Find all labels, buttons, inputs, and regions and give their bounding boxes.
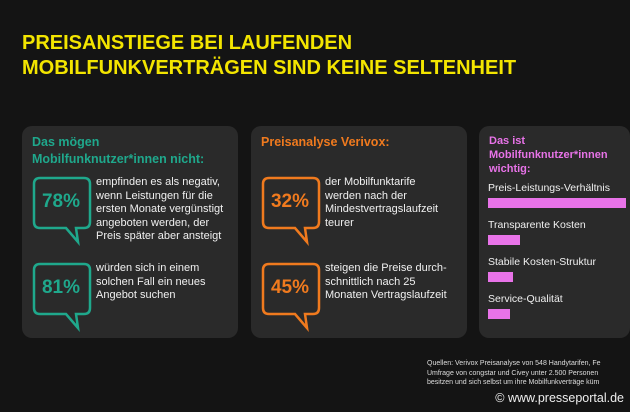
stat-text: steigen die Preise durch- schnittlich na…	[325, 262, 447, 301]
speech-bubble-icon	[32, 176, 92, 246]
stat-45: 45% steigen die Preise durch- schnittlic…	[261, 262, 461, 342]
bar-label: Stabile Kosten-Struktur	[488, 256, 596, 268]
stat-text: empfinden es als negativ, wenn Leistunge…	[96, 176, 224, 242]
panel-verivox: Preisanalyse Verivox: 32% der Mobilfunkt…	[251, 126, 467, 338]
speech-bubble-icon	[32, 262, 92, 332]
panel-heading: Das ist Mobilfunknutzer*innen wichtig:	[489, 135, 608, 175]
stat-81: 81% würden sich in einem solchen Fall ei…	[32, 262, 232, 342]
bar-preis-leistung	[488, 198, 626, 208]
panel-heading: Preisanalyse Verivox:	[261, 135, 390, 149]
stat-32: 32% der Mobilfunktarife werden nach der …	[261, 176, 461, 256]
bar-service-qualitaet	[488, 309, 511, 319]
stat-value: 81%	[41, 277, 81, 298]
headline: Preisanstiege bei laufenden Mobilfunkver…	[22, 31, 622, 81]
headline-line-2: Mobilfunkverträgen sind keine Seltenheit	[22, 57, 517, 79]
panel-heading: Das mögen Mobilfunknutzer*innen nicht:	[32, 135, 205, 166]
bar-transparente-kosten	[488, 235, 520, 245]
stat-value: 45%	[270, 277, 310, 298]
speech-bubble-icon	[261, 262, 321, 332]
stat-value: 78%	[41, 191, 81, 212]
bar-label: Preis-Leistungs-Verhältnis	[488, 182, 610, 194]
bar-stabile-kosten	[488, 272, 513, 282]
source-note: Quellen: Verivox Preisanalyse von 548 Ha…	[427, 360, 601, 386]
stat-value: 32%	[270, 191, 310, 212]
panel-dislikes: Das mögen Mobilfunknutzer*innen nicht: 7…	[22, 126, 238, 338]
bar-label: Service-Qualität	[488, 293, 563, 305]
stat-text: würden sich in einem solchen Fall ein ne…	[96, 262, 206, 301]
bar-label: Transparente Kosten	[488, 219, 586, 231]
stat-78: 78% empfinden es als negativ, wenn Leist…	[32, 176, 232, 256]
stat-text: der Mobilfunktarife werden nach der Mind…	[325, 176, 439, 229]
watermark: © www.presseportal.de	[495, 391, 624, 405]
speech-bubble-icon	[261, 176, 321, 246]
panel-priorities: Das ist Mobilfunknutzer*innen wichtig: P…	[479, 126, 630, 338]
headline-line-1: Preisanstiege bei laufenden	[22, 32, 353, 54]
